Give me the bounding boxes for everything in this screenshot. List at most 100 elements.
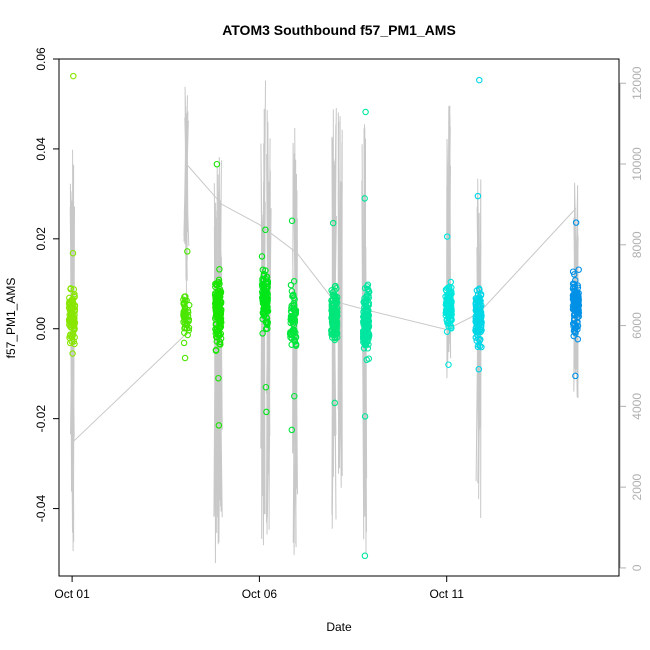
- data-point: [287, 281, 295, 289]
- data-point: [263, 294, 271, 302]
- data-point: [329, 334, 336, 341]
- data-point: [478, 318, 485, 326]
- data-point: [571, 311, 579, 318]
- x-axis-label: Date: [326, 620, 352, 634]
- data-point: [570, 296, 577, 303]
- data-point: [330, 328, 338, 335]
- data-point: [365, 292, 372, 300]
- data-point: [570, 271, 578, 278]
- data-point: [329, 297, 337, 304]
- cluster-10: [569, 219, 583, 380]
- data-point: [365, 355, 373, 362]
- data-point: [181, 297, 189, 305]
- data-point: [184, 331, 191, 339]
- data-point: [180, 339, 188, 347]
- altitude-spike-9: [337, 112, 343, 488]
- data-point: [71, 340, 78, 348]
- chart-title: ATOM3 Southbound f57_PM1_AMS: [222, 22, 456, 38]
- data-point-outlier: [181, 354, 189, 362]
- data-point: [572, 290, 579, 297]
- data-point-outlier: [69, 350, 76, 357]
- data-point: [180, 308, 187, 316]
- data-point-outlier: [215, 422, 223, 429]
- altitude-spike-5: [260, 80, 266, 546]
- data-point: [443, 303, 451, 311]
- data-point: [261, 312, 268, 319]
- y2-tick-label: 8000: [630, 231, 644, 258]
- data-point: [290, 291, 297, 299]
- altitude-spike-11: [446, 105, 452, 379]
- cluster-7: [359, 108, 373, 560]
- data-points: [65, 72, 583, 560]
- data-point: [575, 306, 582, 313]
- data-point: [575, 302, 583, 309]
- cluster-8: [442, 233, 455, 368]
- data-point: [67, 285, 75, 292]
- data-point: [258, 253, 266, 260]
- data-point: [69, 295, 76, 303]
- data-point: [260, 305, 267, 312]
- data-point-outlier: [262, 226, 269, 234]
- data-point: [216, 266, 223, 273]
- y2-tick-label: 0: [630, 564, 644, 571]
- data-point-outlier: [215, 374, 222, 382]
- data-point: [216, 299, 224, 306]
- data-point: [574, 335, 582, 343]
- data-point: [290, 278, 298, 285]
- data-point-outlier: [443, 233, 451, 240]
- data-point: [361, 284, 369, 292]
- data-point: [360, 345, 368, 352]
- y2-tick-label: 6000: [630, 312, 644, 339]
- data-point: [71, 319, 78, 327]
- data-point: [68, 323, 75, 331]
- data-point: [259, 330, 266, 337]
- data-point-outlier: [474, 192, 482, 200]
- data-point: [475, 311, 483, 319]
- data-point: [444, 319, 451, 327]
- data-point: [212, 315, 219, 322]
- data-point: [447, 298, 455, 305]
- y2-tick-label: 2000: [630, 473, 644, 500]
- data-point: [570, 323, 577, 330]
- data-point: [211, 291, 219, 298]
- data-point-outlier: [291, 392, 298, 400]
- data-point: [328, 287, 335, 294]
- axes: Oct 01 Oct 06 Oct 11 -0.04 -0.02 0.00 0.02 0.04…: [34, 47, 644, 601]
- cluster-9: [472, 76, 485, 373]
- data-point: [476, 294, 483, 301]
- data-point: [260, 290, 267, 297]
- data-point: [362, 316, 369, 324]
- y-tick-label: -0.04: [34, 495, 48, 523]
- data-point-outlier: [331, 399, 338, 407]
- cluster-3: [211, 160, 225, 429]
- data-point: [185, 301, 193, 309]
- data-point: [442, 286, 450, 294]
- data-point: [65, 316, 73, 323]
- data-point: [213, 328, 221, 335]
- data-point-outlier: [263, 408, 270, 416]
- data-point-outlier: [361, 552, 369, 560]
- y2-tick-label: 4000: [630, 393, 644, 420]
- data-point: [475, 341, 482, 349]
- data-point-outlier: [329, 219, 337, 227]
- data-point: [570, 284, 577, 291]
- data-point: [292, 310, 299, 318]
- data-point-outlier: [361, 195, 368, 202]
- data-point-outlier: [362, 108, 369, 116]
- data-point: [445, 285, 453, 293]
- data-point: [214, 309, 221, 316]
- data-point-outlier: [572, 219, 580, 226]
- data-point-outlier: [288, 426, 296, 434]
- data-point-outlier: [184, 248, 191, 255]
- x-tick-label: Oct 06: [242, 587, 278, 601]
- data-point: [290, 336, 298, 344]
- cluster-6: [328, 219, 341, 407]
- data-point: [262, 267, 269, 274]
- data-point: [575, 266, 582, 273]
- data-point: [575, 299, 582, 306]
- data-point-outlier: [361, 413, 369, 420]
- altitude-series: [69, 80, 579, 564]
- data-point: [360, 335, 367, 342]
- y-tick-label: -0.02: [34, 405, 48, 433]
- data-point: [216, 338, 224, 346]
